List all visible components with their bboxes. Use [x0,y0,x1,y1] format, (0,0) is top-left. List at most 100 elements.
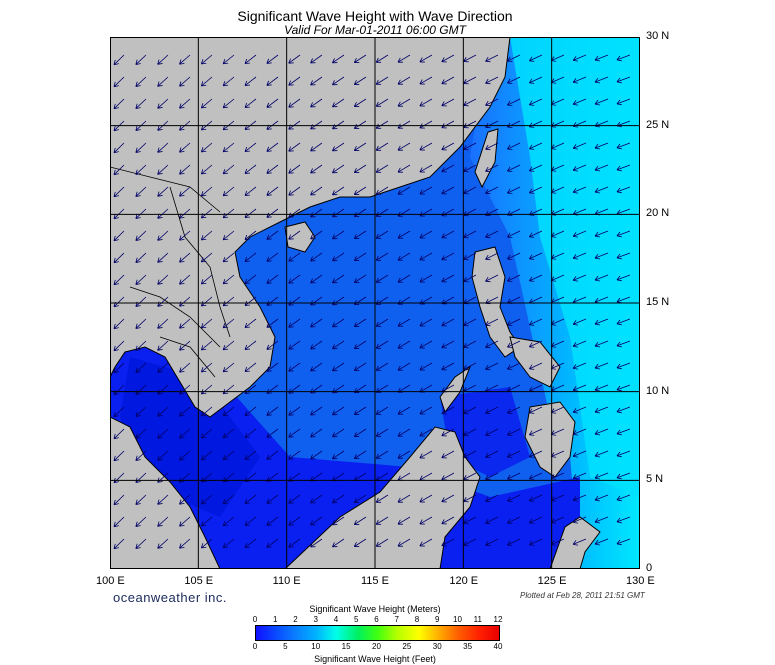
wave-arrow [266,516,279,526]
wave-arrow [244,186,257,197]
wave-arrow [222,494,235,505]
wave-arrow [507,340,521,348]
wave-arrow [157,406,169,417]
wave-arrow [179,362,191,373]
wave-arrow [157,142,169,153]
wave-arrow [419,516,433,525]
wave-arrow [507,516,521,524]
wave-arrow [507,142,521,150]
wave-arrow [616,406,631,414]
wave-arrow [244,142,257,153]
wave-arrow [528,252,543,260]
colorbar-feet-tick: 35 [463,642,473,651]
wave-arrow [419,164,433,173]
wave-arrow [528,274,543,282]
wave-arrow [572,318,587,326]
wave-arrow [288,362,301,372]
wave-arrow [528,98,543,106]
wave-arrow [113,274,125,286]
wave-arrow [397,340,411,349]
wave-arrow [179,428,191,439]
wave-arrow [179,450,191,461]
wave-arrow [200,274,213,285]
wave-arrow [113,516,125,528]
colorbar-feet-tick: 5 [283,642,288,651]
wave-arrow [157,362,169,373]
wave-arrow [507,98,521,106]
wave-arrow [463,54,477,63]
wave-arrow [332,142,345,152]
wave-arrow [135,142,147,153]
wave-arrow [244,516,257,527]
wave-arrow [135,164,147,175]
wave-arrow [375,164,389,173]
wave-arrow [397,54,411,63]
graticule [110,37,640,569]
colorbar-feet-tick: 25 [402,642,412,651]
wave-arrow [572,54,587,62]
wave-arrow [288,98,301,108]
wave-arrow [222,340,235,351]
wave-arrow [528,76,543,84]
wave-arrow [310,538,323,548]
wave-arrow [528,230,543,238]
wave-arrow [528,428,543,436]
wave-arrow [419,450,433,459]
wave-arrow [244,98,257,109]
wave-arrow [463,340,477,349]
wave-direction-arrows [113,54,631,550]
wave-arrow [135,318,147,329]
wave-arrow [157,230,169,241]
wave-arrow [266,340,279,350]
wave-arrow [485,472,499,481]
wave-arrow [507,538,521,546]
wave-arrow [485,76,499,85]
wave-arrow [222,362,235,373]
wave-arrow [528,450,543,458]
wave-arrow [244,538,257,549]
wave-arrow [572,538,587,546]
wave-arrow [572,406,587,414]
wave-arrow [113,406,125,418]
wave-arrow [310,318,323,328]
wave-arrow [353,54,367,64]
wave-arrow [310,428,323,438]
wave-arrow [528,494,543,502]
wave-arrow [616,230,631,238]
wave-arrow [375,120,389,129]
wave-arrow [157,428,169,439]
wave-arrow [463,142,477,151]
wave-arrow [179,252,191,263]
wave-arrow [157,340,169,351]
wave-arrow [244,318,257,329]
wave-arrow [375,76,389,85]
wave-arrow [463,252,477,261]
wave-arrow [266,406,279,416]
wave-arrow [463,76,477,85]
colorbar-feet-title: Significant Wave Height (Feet) [314,654,436,664]
wave-arrow [222,142,235,153]
wave-arrow [332,54,345,64]
wave-arrow [441,76,455,85]
wave-arrow [485,318,499,327]
colorbar-feet-tick: 20 [372,642,381,651]
colorbar-meters-tick: 6 [374,615,379,624]
wave-arrow [222,76,235,87]
wave-arrow [441,164,455,173]
wave-arrow [179,516,191,527]
wave-arrow [441,428,455,437]
wave-arrow [288,406,301,416]
wave-arrow [353,538,367,548]
wave-arrow [200,428,213,439]
wave-arrow [397,142,411,151]
wave-arrow [310,406,323,416]
wave-arrow [179,494,191,505]
wave-arrow [507,362,521,370]
wave-arrow [135,384,147,395]
wave-arrow [179,186,191,197]
wave-arrow [572,230,587,238]
wave-arrow [200,516,213,527]
colorbar-meters-tick: 3 [313,615,318,624]
colorbar-meters-tick: 2 [293,615,298,624]
land-mindanao [524,401,576,478]
